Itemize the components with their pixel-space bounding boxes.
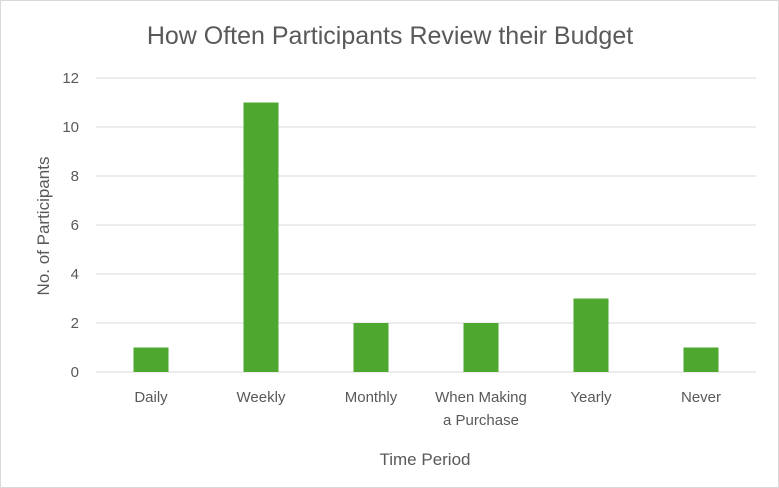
chart-title: How Often Participants Review their Budg… [147, 22, 633, 50]
y-tick-label: 2 [71, 315, 79, 332]
x-tick-label: Never [681, 389, 721, 406]
y-axis-title: No. of Participants [34, 157, 53, 296]
y-tick-label: 4 [71, 266, 79, 283]
y-tick-labels: 0 2 4 6 8 10 12 [62, 70, 79, 381]
bar [463, 323, 499, 372]
x-tick-label: Yearly [570, 389, 612, 406]
x-tick-labels: Daily Weekly Monthly When Making a Purchase Y… [134, 389, 721, 429]
bar [353, 323, 389, 372]
y-tick-label: 6 [71, 217, 79, 234]
bar [683, 347, 719, 372]
bars [133, 102, 719, 372]
x-tick-label: When Making a Purchase [435, 389, 527, 429]
bar [133, 347, 169, 372]
y-tick-label: 8 [71, 168, 79, 185]
y-tick-label: 0 [71, 364, 79, 381]
y-tick-label: 12 [62, 70, 79, 87]
x-tick-label: Weekly [237, 389, 286, 406]
x-tick-label: Daily [134, 389, 168, 406]
gridlines [96, 77, 756, 373]
x-axis-title: Time Period [379, 450, 470, 469]
x-tick-label: Monthly [345, 389, 398, 406]
y-tick-label: 10 [62, 119, 79, 136]
bar [573, 298, 609, 372]
bar [243, 102, 279, 372]
